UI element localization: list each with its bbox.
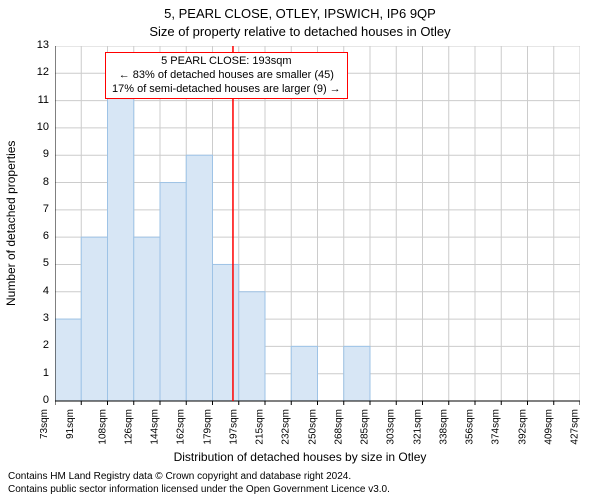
y-tick-label: 10 [29, 121, 49, 133]
x-tick-label: 215sqm [255, 409, 266, 445]
y-tick-label: 0 [29, 394, 49, 406]
y-tick-label: 3 [29, 312, 49, 324]
info-box: 5 PEARL CLOSE: 193sqm ← 83% of detached … [105, 52, 348, 99]
footer-line-1: Contains HM Land Registry data © Crown c… [8, 471, 390, 484]
x-tick-label: 232sqm [281, 409, 292, 445]
title-main: 5, PEARL CLOSE, OTLEY, IPSWICH, IP6 9QP [0, 6, 600, 21]
y-axis-label: Number of detached properties [4, 141, 18, 306]
x-tick-label: 427sqm [570, 409, 581, 445]
title-sub: Size of property relative to detached ho… [0, 24, 600, 39]
y-tick-label: 5 [29, 257, 49, 269]
y-tick-label: 1 [29, 367, 49, 379]
y-tick-label: 12 [29, 66, 49, 78]
y-tick-label: 9 [29, 148, 49, 160]
y-tick-label: 8 [29, 176, 49, 188]
plot-svg [55, 46, 580, 409]
plot-area [55, 46, 580, 401]
x-tick-label: 126sqm [123, 409, 134, 445]
y-tick-label: 4 [29, 285, 49, 297]
chart-container: 5, PEARL CLOSE, OTLEY, IPSWICH, IP6 9QP … [0, 0, 600, 500]
x-tick-label: 356sqm [465, 409, 476, 445]
x-tick-label: 144sqm [150, 409, 161, 445]
x-tick-label: 409sqm [543, 409, 554, 445]
x-tick-label: 179sqm [202, 409, 213, 445]
x-tick-label: 197sqm [228, 409, 239, 445]
x-tick-label: 268sqm [333, 409, 344, 445]
y-tick-label: 7 [29, 203, 49, 215]
x-tick-label: 338sqm [438, 409, 449, 445]
info-line-3: 17% of semi-detached houses are larger (… [112, 83, 341, 97]
x-tick-label: 374sqm [491, 409, 502, 445]
y-tick-label: 6 [29, 230, 49, 242]
x-tick-label: 108sqm [97, 409, 108, 445]
info-line-1: 5 PEARL CLOSE: 193sqm [112, 55, 341, 69]
footer-line-2: Contains public sector information licen… [8, 484, 390, 497]
x-tick-label: 285sqm [360, 409, 371, 445]
x-tick-label: 303sqm [386, 409, 397, 445]
footer: Contains HM Land Registry data © Crown c… [8, 471, 390, 496]
x-tick-label: 91sqm [65, 409, 76, 439]
x-tick-label: 250sqm [307, 409, 318, 445]
y-tick-label: 13 [29, 39, 49, 51]
x-tick-label: 73sqm [39, 409, 50, 439]
y-tick-label: 2 [29, 339, 49, 351]
x-axis-label: Distribution of detached houses by size … [0, 450, 600, 464]
x-tick-label: 162sqm [176, 409, 187, 445]
x-tick-label: 321sqm [412, 409, 423, 445]
info-line-2: ← 83% of detached houses are smaller (45… [112, 69, 341, 83]
x-tick-label: 392sqm [517, 409, 528, 445]
y-tick-label: 11 [29, 94, 49, 106]
